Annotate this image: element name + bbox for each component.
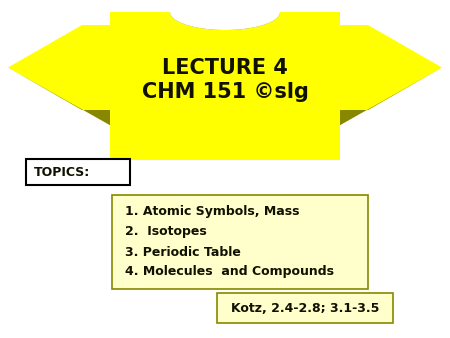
Polygon shape <box>8 68 122 132</box>
Polygon shape <box>328 25 442 110</box>
Text: 3. Periodic Table: 3. Periodic Table <box>125 245 241 259</box>
Text: TOPICS:: TOPICS: <box>34 166 90 178</box>
Polygon shape <box>110 12 340 160</box>
Text: 1. Atomic Symbols, Mass: 1. Atomic Symbols, Mass <box>125 206 300 218</box>
Polygon shape <box>170 0 280 30</box>
Text: LECTURE 4: LECTURE 4 <box>162 58 288 78</box>
Polygon shape <box>165 0 285 30</box>
Text: CHM 151 ©slg: CHM 151 ©slg <box>142 82 308 102</box>
FancyBboxPatch shape <box>112 195 368 289</box>
Text: Kotz, 2.4-2.8; 3.1-3.5: Kotz, 2.4-2.8; 3.1-3.5 <box>231 301 379 314</box>
FancyBboxPatch shape <box>217 293 393 323</box>
Polygon shape <box>8 25 122 110</box>
Text: 2.  Isotopes: 2. Isotopes <box>125 225 207 239</box>
Text: 4. Molecules  and Compounds: 4. Molecules and Compounds <box>125 266 334 279</box>
FancyBboxPatch shape <box>26 159 130 185</box>
Polygon shape <box>328 68 442 132</box>
